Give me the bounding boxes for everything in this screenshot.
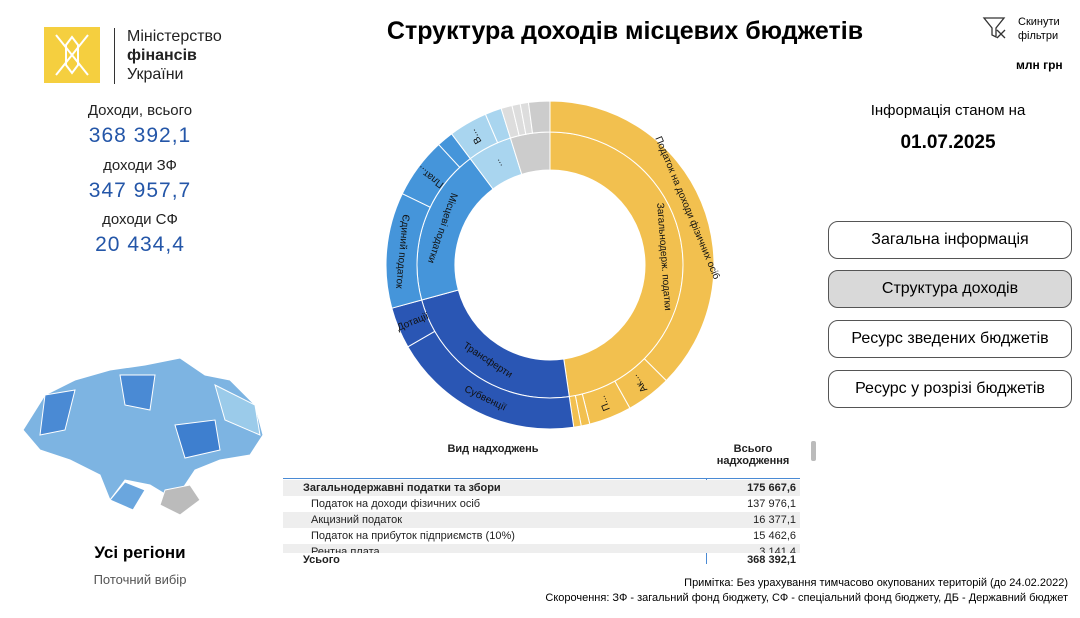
cell-value: 175 667,6: [747, 482, 796, 494]
total-label: Усього: [303, 554, 340, 566]
summary-value: 368 392,1: [88, 124, 192, 147]
table-row: Загальнодержавні податки та збори 175 667…: [283, 480, 800, 496]
ministry-line: фінансів: [127, 47, 197, 64]
table-row: Податок на прибуток підприємств (10%) 15 …: [283, 528, 800, 544]
units: млн грн: [1016, 58, 1063, 72]
table-row: Податок на доходи фізичних осіб 137 976,1: [283, 496, 800, 512]
summary-label: доходи ЗФ: [103, 157, 177, 174]
reset-filters[interactable]: Скинути фільтри: [1018, 16, 1060, 42]
summary-value: 20 434,4: [95, 233, 185, 256]
cell-label: Акцизний податок: [311, 514, 403, 526]
nav-button[interactable]: Загальна інформація: [828, 221, 1072, 259]
cell-value: 137 976,1: [747, 498, 796, 510]
segment-label: П...: [597, 394, 613, 412]
total-value: 368 392,1: [747, 554, 796, 566]
cell-label: Податок на доходи фізичних осіб: [311, 498, 481, 510]
column-header: Вид надходжень: [447, 443, 539, 455]
filter-icon[interactable]: [982, 15, 1008, 41]
title: Структура доходів місцевих бюджетів: [386, 17, 864, 45]
ministry-line: Міністерство: [127, 28, 222, 45]
nav-button[interactable]: Ресурс зведених бюджетів: [828, 320, 1072, 358]
table-row: Рентна плата 3 141,4: [283, 544, 800, 553]
summary-label: доходи СФ: [102, 211, 178, 228]
sunburst-segment: [527, 100, 551, 134]
note: Скорочення: ЗФ - загальний фонд бюджету,…: [545, 592, 1068, 604]
note: Примітка: Без урахування тимчасово окупо…: [684, 577, 1068, 589]
table-row: Акцизний податок 16 377,1: [283, 512, 800, 528]
map[interactable]: [15, 350, 270, 525]
date-label: Інформація станом на: [870, 102, 1026, 119]
nav-button[interactable]: Ресурс у розрізі бюджетів: [828, 370, 1072, 408]
cell-label: Загальнодержавні податки та збори: [303, 482, 501, 494]
summary-label: Доходи, всього: [87, 102, 193, 119]
summary-value: 347 957,7: [88, 179, 192, 202]
region-name: Усі регіони: [94, 543, 186, 562]
region-caption: Поточний вибір: [93, 572, 187, 587]
cell-label: Податок на прибуток підприємств (10%): [311, 530, 515, 542]
table: Вид надходжень Всього надходження Загаль…: [283, 440, 803, 570]
cell-value: 3 141,4: [759, 546, 796, 553]
nav-button[interactable]: Структура доходів: [828, 270, 1072, 308]
date: 01.07.2025: [900, 132, 996, 153]
cell-value: 16 377,1: [753, 514, 796, 526]
column-header: Всього надходження: [716, 443, 790, 467]
cell-label: Рентна плата: [311, 546, 380, 553]
logo: [44, 27, 100, 83]
cell-value: 15 462,6: [753, 530, 796, 542]
ministry-line: України: [127, 66, 184, 83]
